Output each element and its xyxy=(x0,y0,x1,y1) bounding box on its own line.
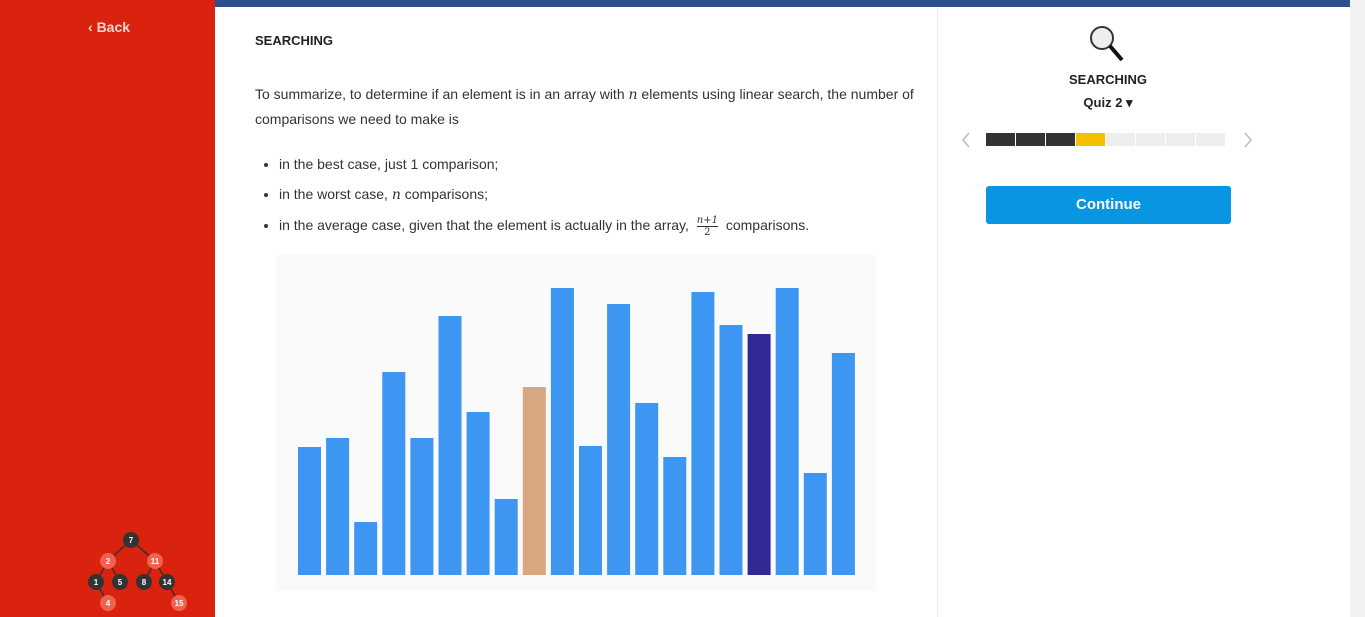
illustration-bar xyxy=(494,499,518,575)
back-label[interactable]: Back xyxy=(96,19,131,35)
lesson-content: SEARCHING To summarize, to determine if … xyxy=(255,33,915,240)
illustration-bar xyxy=(410,438,434,575)
tree-node-label: 8 xyxy=(142,578,147,587)
tree-node xyxy=(100,553,116,569)
progress-segment xyxy=(986,133,1015,146)
progress-segment xyxy=(1076,133,1105,146)
text: To summarize, to determine if an element… xyxy=(255,86,629,102)
prev-arrow[interactable] xyxy=(962,132,970,148)
illustration-bar xyxy=(775,288,799,575)
progress-segment xyxy=(1136,133,1165,146)
tree-node-label: 7 xyxy=(129,536,134,545)
tree-node xyxy=(136,574,152,590)
bullet-list: in the best case, just 1 comparison; in … xyxy=(255,149,915,240)
top-bar xyxy=(215,0,1350,7)
progress xyxy=(962,132,1252,148)
paragraph: To summarize, to determine if an element… xyxy=(255,82,915,131)
illustration-bar xyxy=(550,288,574,575)
illustration-bar xyxy=(522,387,546,575)
text: comparisons. xyxy=(721,217,810,233)
illustration-bar xyxy=(663,457,687,575)
tree-logo: 72 111 5 8 144 15 xyxy=(88,532,187,611)
illustration-bar xyxy=(747,334,771,575)
math: n xyxy=(391,187,401,203)
tree-node xyxy=(159,574,175,590)
tree-node-label: 4 xyxy=(106,599,111,608)
tree-node xyxy=(112,574,128,590)
tree-node xyxy=(100,595,116,611)
bullet: in the worst case, n comparisons; xyxy=(279,179,915,210)
illustration-bar xyxy=(635,403,659,575)
text: in the average case, given that the elem… xyxy=(279,217,693,233)
sidebar xyxy=(0,0,215,617)
text: comparisons; xyxy=(400,186,489,202)
illustration-bar xyxy=(438,316,462,575)
progress-segment xyxy=(1016,133,1045,146)
continue-button[interactable]: Continue xyxy=(986,186,1231,224)
denominator: 2 xyxy=(704,226,711,238)
tree-node-label: 5 xyxy=(118,578,123,587)
divider xyxy=(937,7,938,617)
text: elements using linear search, the number… xyxy=(255,86,914,127)
progress-segment xyxy=(1196,133,1225,146)
illustration-bar xyxy=(691,292,715,575)
illustration-bar xyxy=(326,438,350,575)
tree-node-label: 1 xyxy=(94,578,99,587)
quiz-dropdown[interactable]: Quiz 2 ▾ xyxy=(1083,95,1133,110)
illustration-bar xyxy=(831,353,855,575)
progress-segment xyxy=(1046,133,1075,146)
progress-segment xyxy=(1106,133,1135,146)
tree-node-label: 2 xyxy=(106,557,111,566)
back-link[interactable]: ‹ Back xyxy=(88,19,131,35)
tree-node-label: 11 xyxy=(151,557,160,566)
illustration-bar xyxy=(354,522,378,575)
numerator: n+1 xyxy=(696,214,718,227)
bullet: in the best case, just 1 comparison; xyxy=(279,149,915,179)
bullet: in the average case, given that the elem… xyxy=(279,210,915,240)
fraction: n+1 2 xyxy=(696,214,718,238)
text: in the worst case, xyxy=(279,186,392,202)
tree-node xyxy=(147,553,163,569)
topic-icon xyxy=(1090,26,1124,62)
illustration-bar xyxy=(607,304,631,575)
tree-node xyxy=(171,595,187,611)
tree-node-label: 15 xyxy=(175,599,184,608)
illustration-bar xyxy=(466,412,490,575)
lesson-title: SEARCHING xyxy=(255,33,334,48)
illustration-bar xyxy=(382,372,406,575)
illustration xyxy=(276,255,876,591)
tree-node xyxy=(123,532,139,548)
illustration-bar xyxy=(803,473,827,575)
tree-node-label: 14 xyxy=(163,578,172,587)
illustration-bar xyxy=(719,325,743,575)
quiz-label[interactable]: Quiz 2 xyxy=(1083,95,1123,110)
panel-title: SEARCHING xyxy=(1068,72,1147,87)
illustration-bar xyxy=(298,447,321,575)
text: in the best case, just 1 comparison; xyxy=(279,156,499,172)
math: n xyxy=(628,87,638,103)
tree-node xyxy=(88,574,104,590)
next-arrow[interactable] xyxy=(1244,132,1252,148)
scrollbar xyxy=(1350,0,1365,617)
progress-segment xyxy=(1166,133,1195,146)
illustration-bar xyxy=(579,446,602,575)
